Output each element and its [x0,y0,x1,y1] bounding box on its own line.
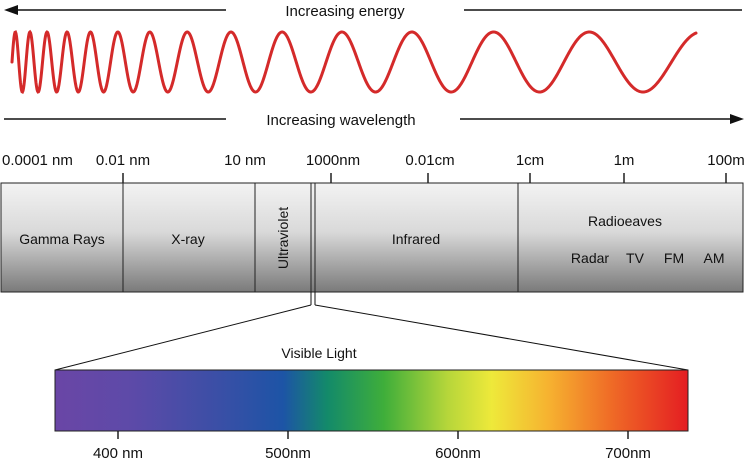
scale-tick-label: 1m [614,152,635,169]
visible-light-title: Visible Light [281,345,356,361]
spectrum-band [0,182,744,293]
visible-tick-label: 700nm [605,445,651,462]
scale-tick-label: 0.0001 nm [2,152,73,169]
energy-label: Increasing energy [285,3,405,20]
visible-tick-label: 500nm [265,445,311,462]
scale-tick-labels: 0.0001 nm 0.01 nm 10 nm 1000nm 0.01cm 1c… [2,152,745,169]
visible-tick-label: 400 nm [93,445,143,462]
visible-zoom-lines [54,292,689,371]
band-ultraviolet: Ultraviolet [275,207,291,269]
scale-tick-label: 100m [707,152,745,169]
wave-graphic [10,29,698,94]
scale-tick-label: 0.01 nm [96,152,150,169]
scale-tick-label: 1000nm [306,152,360,169]
band-radio-waves: Radioeaves [588,213,662,229]
energy-arrow [4,5,742,15]
scale-tick-label: 10 nm [224,152,266,169]
visible-tick-marks [117,431,629,439]
scale-tick-marks [122,173,727,183]
band-infrared: Infrared [392,231,440,247]
visible-tick-label: 600nm [435,445,481,462]
band-radio-am: AM [704,250,725,266]
wavelength-arrow [4,114,744,124]
wavelength-label: Increasing wavelength [266,112,415,129]
band-x-ray: X-ray [171,231,204,247]
visible-spectrum-bar [54,369,689,432]
band-radio-tv: TV [626,250,645,266]
band-radio-radar: Radar [571,250,609,266]
band-gamma-rays: Gamma Rays [19,231,105,247]
scale-tick-label: 1cm [516,152,544,169]
scale-tick-label: 0.01cm [405,152,454,169]
band-radio-fm: FM [664,250,684,266]
